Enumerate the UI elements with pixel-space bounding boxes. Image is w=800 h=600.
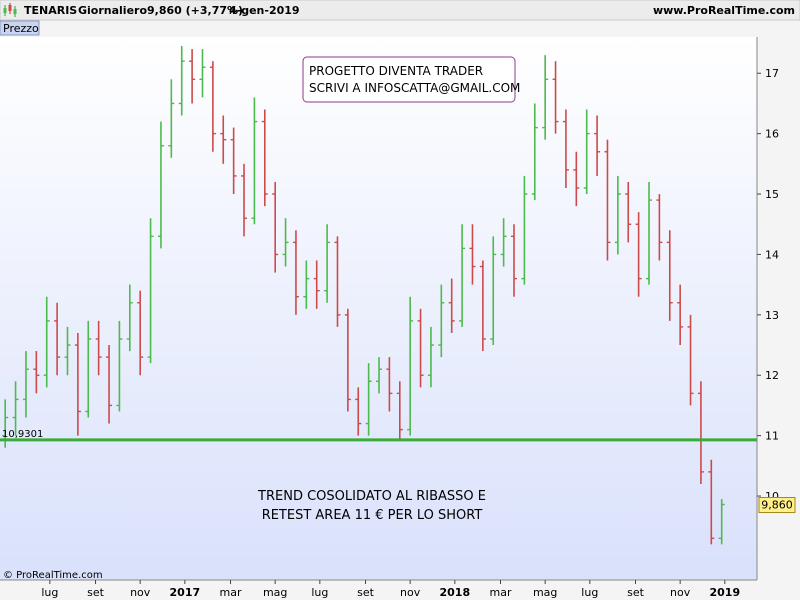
panel-label: Prezzo	[3, 22, 39, 35]
panel-tag	[0, 20, 40, 36]
plot-area	[0, 37, 757, 580]
x-tick-label: mar	[220, 586, 242, 599]
y-tick-label: 13	[765, 309, 779, 322]
annotation-box	[302, 56, 516, 103]
copyright: © ProRealTime.com	[3, 570, 103, 581]
header-price: 9,860 (+3,77%)	[147, 4, 243, 17]
x-tick-label: 2017	[170, 586, 201, 599]
y-tick-label: 12	[765, 369, 779, 382]
header-bar	[0, 0, 800, 21]
subtitle: Giornaliero	[78, 4, 147, 17]
x-tick-label: mar	[490, 586, 512, 599]
title: TENARIS	[24, 4, 77, 17]
y-tick-label: 16	[765, 128, 779, 141]
x-tick-label: nov	[130, 586, 151, 599]
last-price-label: 9,860	[761, 498, 793, 511]
x-tick-label: set	[357, 586, 374, 599]
y-tick-label: 11	[765, 430, 779, 443]
x-tick-label: lug	[311, 586, 328, 599]
x-tick-label: 2019	[709, 586, 740, 599]
annotation-text: PROGETTO DIVENTA TRADER	[309, 64, 483, 78]
y-tick-label: 15	[765, 188, 779, 201]
y-tick-label: 17	[765, 67, 779, 80]
x-tick-label: set	[627, 586, 644, 599]
source: www.ProRealTime.com	[653, 4, 795, 17]
header-icon	[3, 3, 17, 17]
x-tick-label: mag	[533, 586, 557, 599]
plot	[0, 46, 757, 545]
annotation-text: SCRIVI A INFOSCATTA@GMAIL.COM	[309, 81, 520, 95]
last-price-marker	[758, 496, 796, 513]
y-tick-label: 14	[765, 248, 779, 261]
x-tick-label: nov	[400, 586, 421, 599]
annotation-text: TREND COSOLIDATO AL RIBASSO E	[257, 489, 486, 504]
x-tick-label: mag	[263, 586, 287, 599]
support-label: 10,9301	[2, 429, 43, 440]
header-date: 4-gen-2019	[229, 4, 300, 17]
x-tick-label: lug	[581, 586, 598, 599]
x-tick-label: 2018	[440, 586, 471, 599]
annotation-text: RETEST AREA 11 € PER LO SHORT	[262, 508, 483, 523]
x-tick-label: set	[87, 586, 104, 599]
x-tick-label: nov	[670, 586, 691, 599]
x-tick-label: lug	[41, 586, 58, 599]
